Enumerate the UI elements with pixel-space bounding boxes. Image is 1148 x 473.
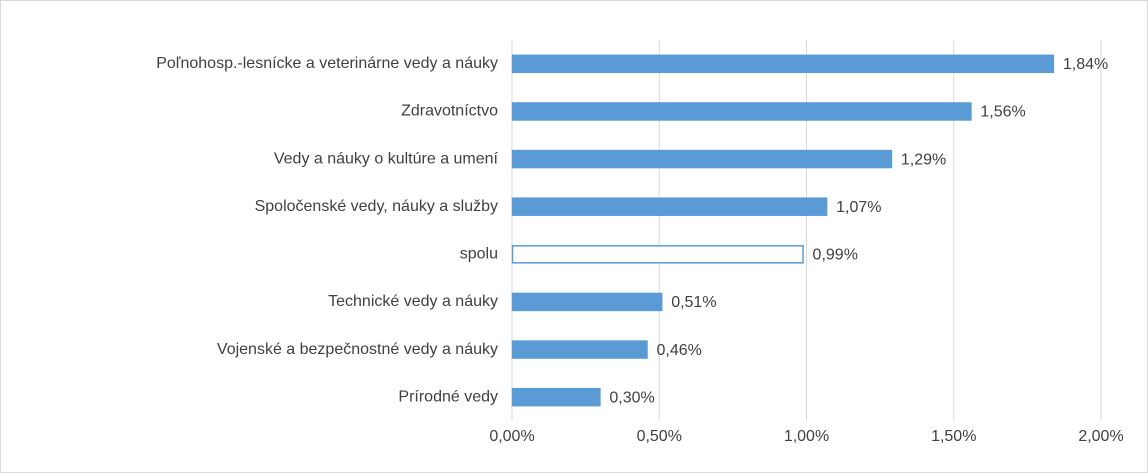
y-tick-label: Vedy a náuky o kultúre a umení	[274, 150, 499, 167]
data-label: 1,84%	[1063, 56, 1108, 73]
bar	[511, 340, 648, 359]
y-tick-label: Technické vedy a náuky	[328, 293, 498, 310]
bar	[511, 54, 1055, 74]
y-tick-label: spolu	[460, 246, 498, 263]
data-label: 1,29%	[901, 151, 946, 168]
x-tick-label: 1,50%	[931, 428, 976, 445]
data-label: 1,07%	[836, 199, 881, 216]
data-label: 0,30%	[609, 389, 654, 406]
x-tick-label: 0,00%	[489, 428, 534, 445]
data-label: 0,46%	[656, 342, 701, 359]
bar	[511, 102, 972, 121]
y-tick-label: Zdravotníctvo	[401, 103, 498, 120]
bar	[511, 149, 893, 169]
x-tick-label: 2,00%	[1078, 428, 1123, 445]
bar	[511, 245, 804, 264]
x-tick-label: 1,00%	[784, 428, 829, 445]
data-label: 0,51%	[671, 294, 716, 311]
y-tick-label: Vojenské a bezpečnostné vedy a náuky	[217, 341, 498, 358]
bar	[511, 197, 828, 216]
data-label: 0,99%	[813, 247, 858, 264]
bar	[511, 292, 663, 312]
y-tick-label: Poľnohosp.-lesnícke a veterinárne vedy a…	[156, 55, 498, 72]
x-tick-label: 0,50%	[637, 428, 682, 445]
y-tick-label: Prírodné vedy	[398, 388, 498, 405]
y-tick-label: Spoločenské vedy, náuky a služby	[255, 198, 498, 215]
data-label: 1,56%	[980, 104, 1025, 121]
bar	[511, 387, 601, 407]
